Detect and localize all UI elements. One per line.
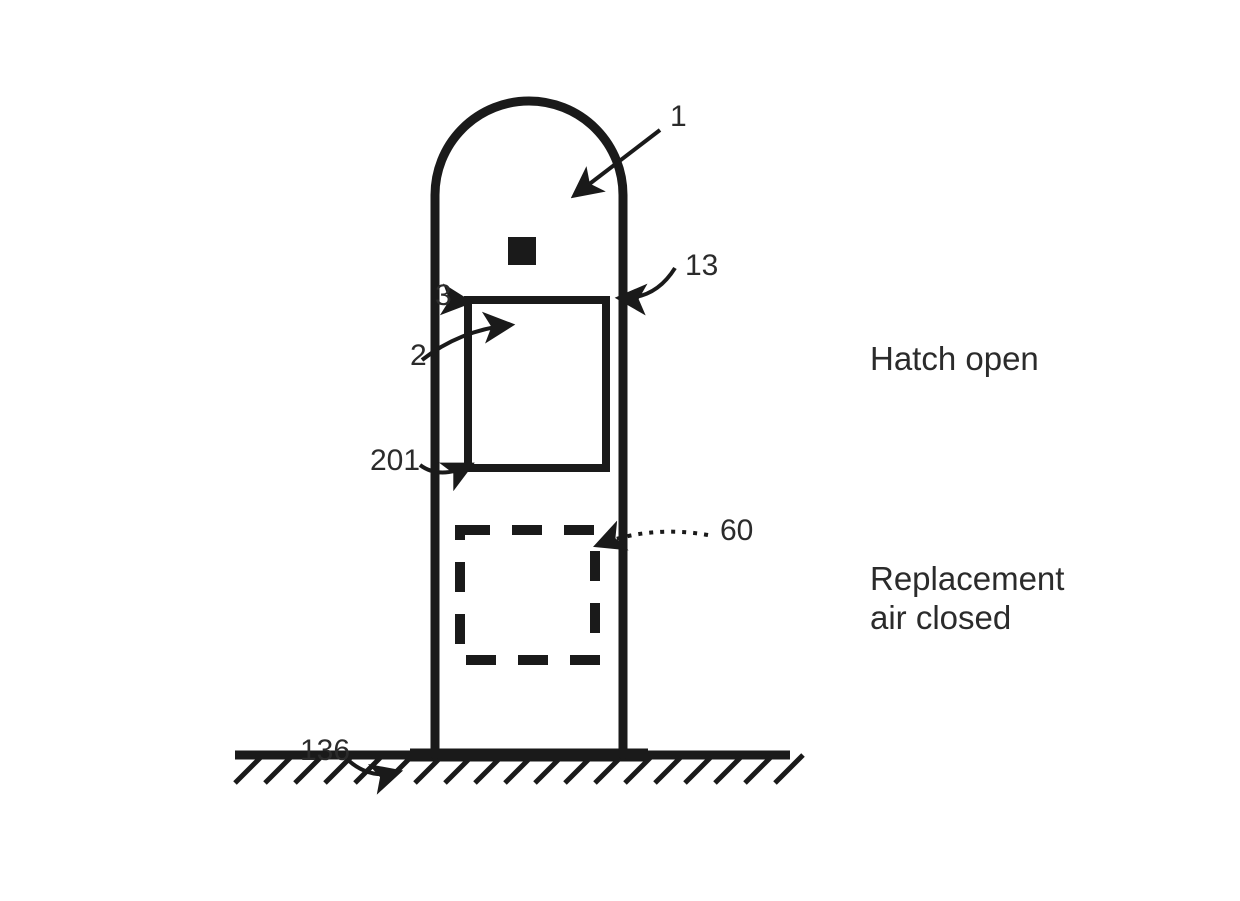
caption-hatch-open: Hatch open (870, 340, 1039, 377)
sensor-square (508, 237, 536, 265)
label-3: 3 (435, 279, 452, 312)
label-13: 13 (685, 249, 718, 282)
label-60: 60 (720, 514, 753, 547)
hatch-rectangle (468, 300, 606, 468)
caption-replacement-air: Replacement air closed (870, 560, 1074, 636)
label-2: 2 (410, 339, 427, 372)
replacement-air-rectangle (460, 530, 595, 660)
diagram-svg: 1 13 3 2 201 60 136 Hatch open Replaceme… (0, 0, 1240, 901)
label-201: 201 (370, 444, 420, 477)
label-1: 1 (670, 100, 687, 133)
label-136: 136 (300, 734, 350, 767)
